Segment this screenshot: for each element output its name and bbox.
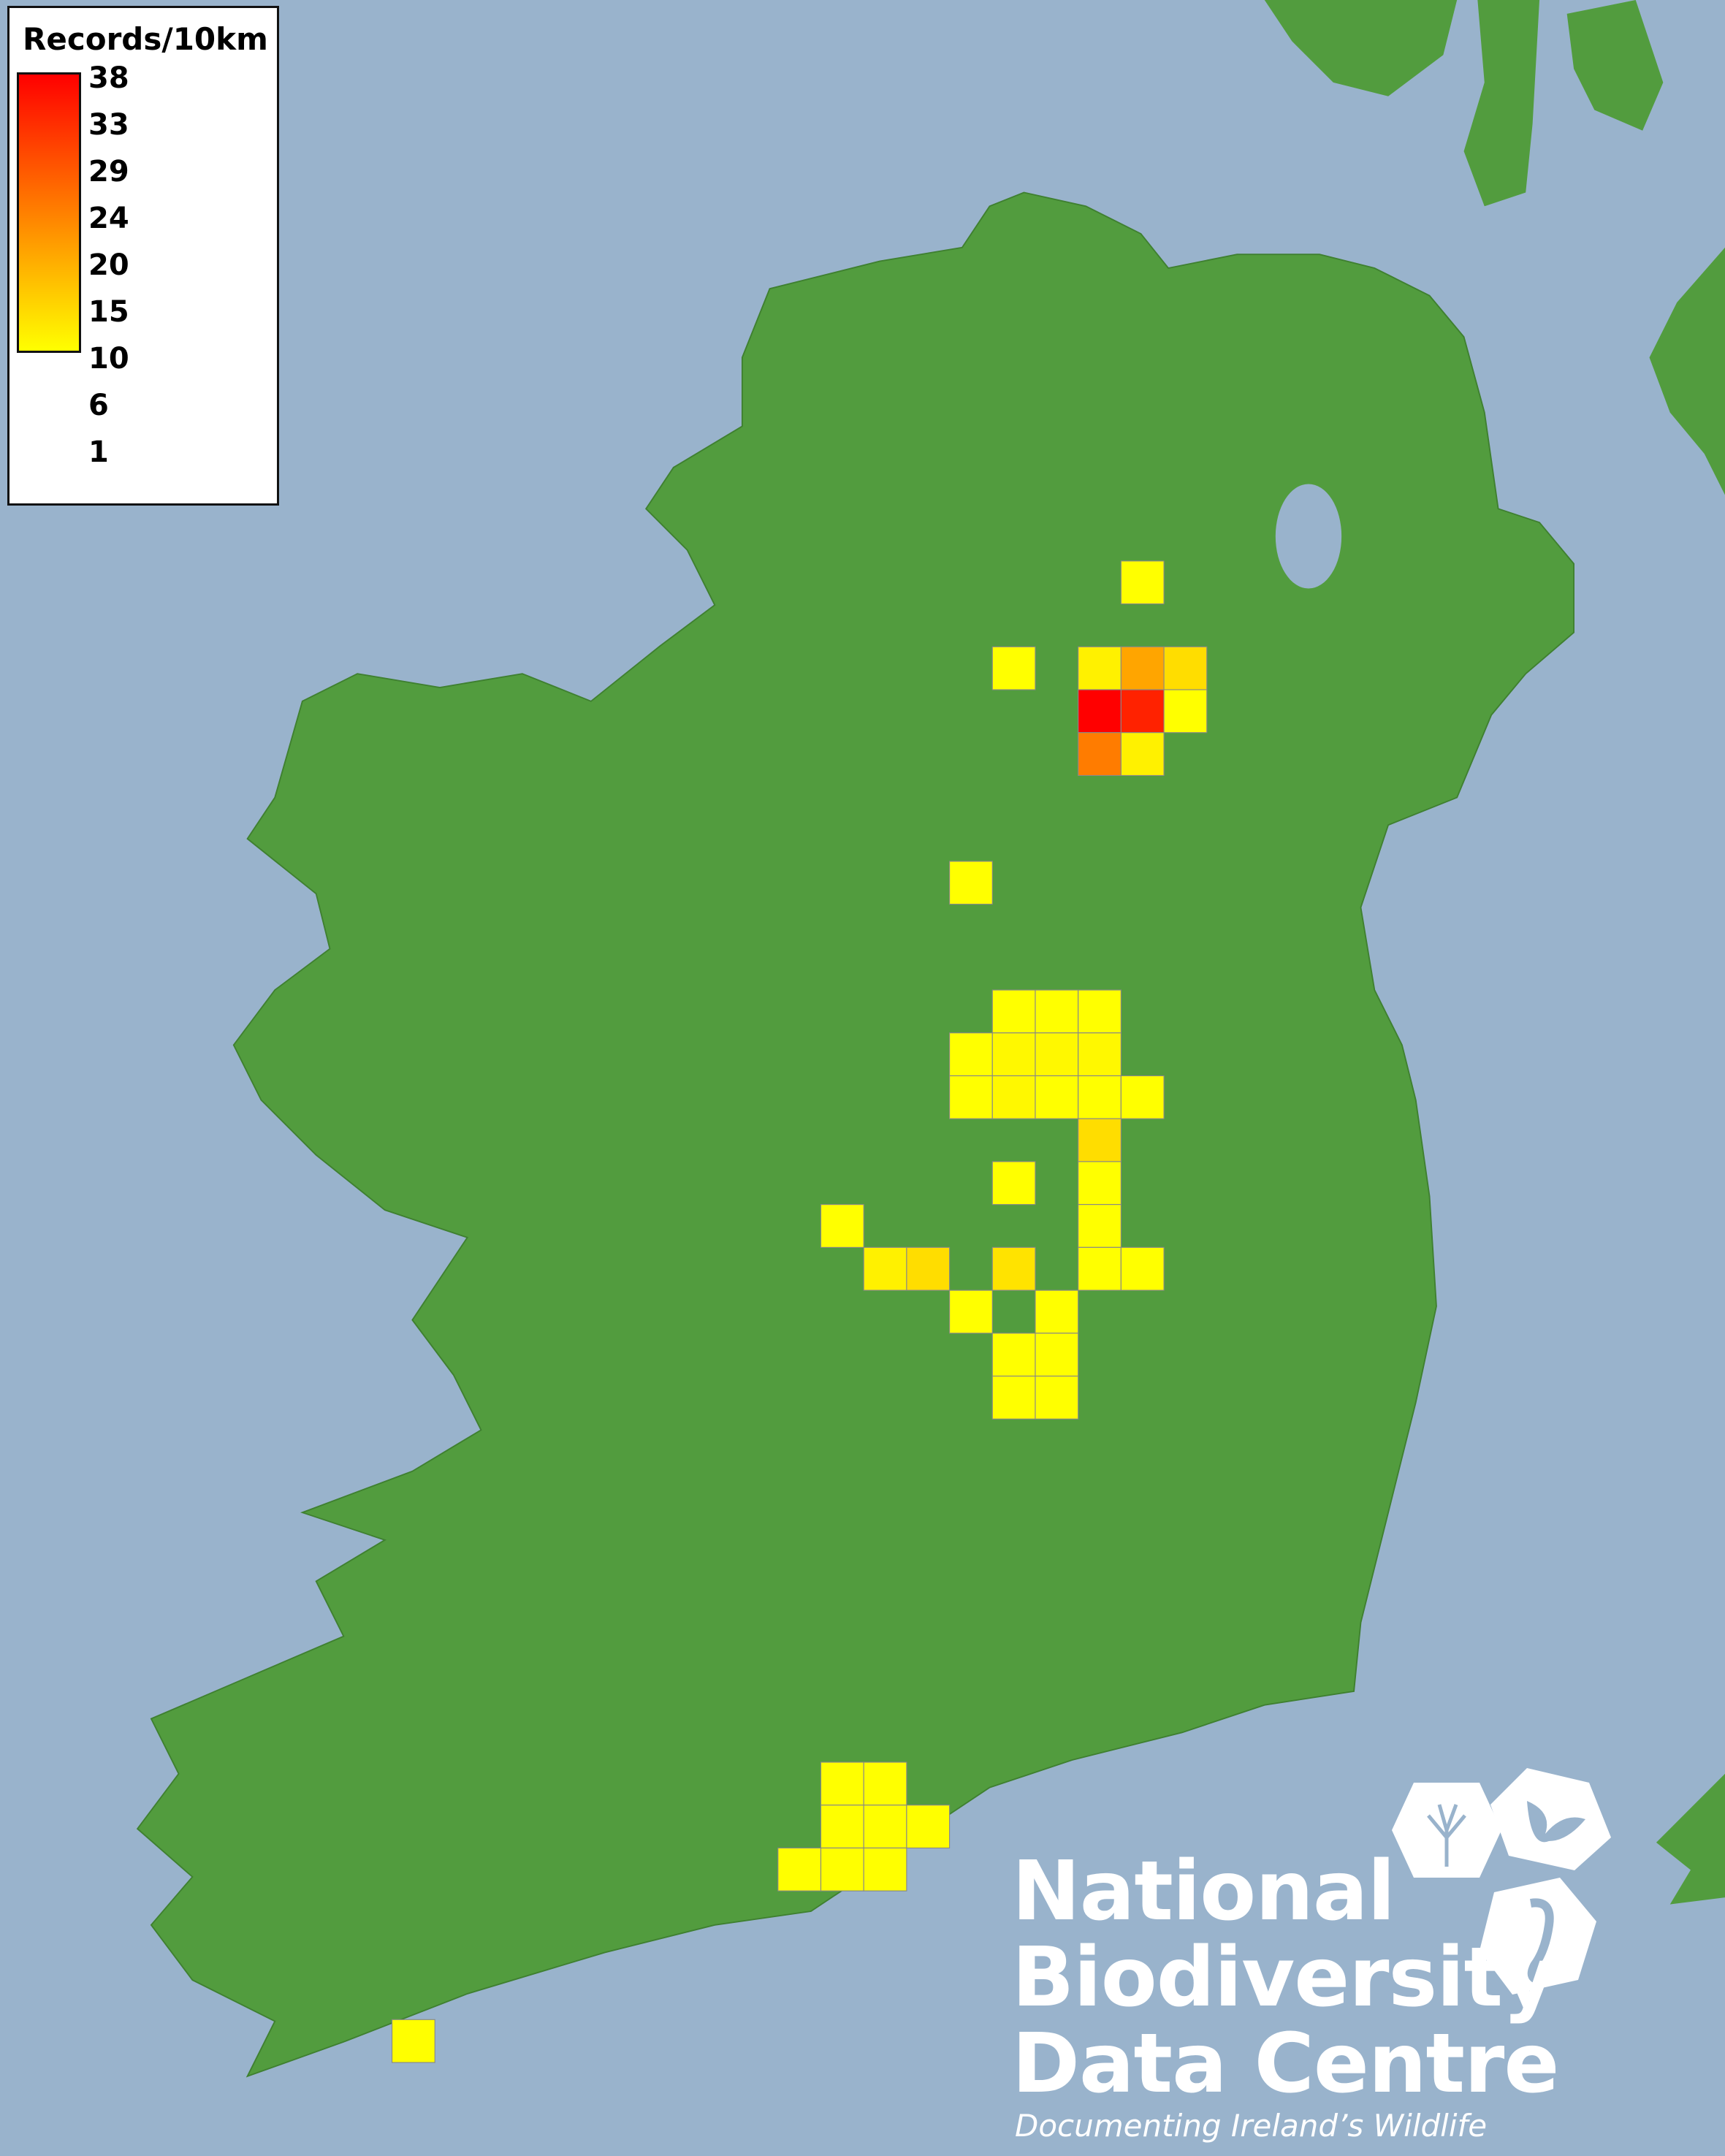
grid-cell: [1035, 1290, 1079, 1334]
wales-edge: [1656, 1773, 1725, 1905]
grid-cell: [1035, 1075, 1079, 1119]
grid-cell: [863, 1847, 907, 1892]
grid-cell: [991, 1075, 1036, 1119]
grid-cell: [949, 861, 993, 905]
grid-cell: [1035, 989, 1079, 1034]
scotland-islands: [1463, 0, 1664, 207]
grid-cell: [1035, 1375, 1079, 1420]
legend-tick: 20: [88, 248, 129, 282]
grid-cell: [820, 1204, 864, 1248]
grid-cell: [991, 1032, 1036, 1077]
grid-cell: [1078, 732, 1122, 777]
legend-tick: 33: [88, 108, 129, 142]
logo-tagline: Documenting Ireland’s Wildlife: [1015, 2108, 1488, 2144]
grid-cell: [1078, 1118, 1122, 1162]
grid-cell: [777, 1847, 822, 1892]
grid-cell: [1035, 1333, 1079, 1377]
legend-tick: 6: [88, 389, 109, 422]
grid-cell: [863, 1761, 907, 1806]
logo-hexagons: [1392, 1768, 1611, 1995]
grid-cell: [1078, 1246, 1122, 1291]
nbdc-logo: National Biodiversity Data Centre Docume…: [1012, 1768, 1633, 2148]
logo-wordmark: National Biodiversity Data Centre: [1012, 1844, 1559, 2111]
grid-cell: [906, 1246, 951, 1291]
legend-tick: 1: [88, 435, 109, 469]
landmass: [136, 0, 1725, 2078]
grid-cell: [820, 1761, 864, 1806]
grid-cell: [863, 1805, 907, 1848]
grid-cell: [991, 1246, 1036, 1291]
grid-cell: [991, 1375, 1036, 1420]
record-grid: [391, 560, 1208, 2063]
grid-cell: [991, 1161, 1036, 1205]
legend-tick: 38: [88, 61, 129, 95]
grid-cell: [949, 1075, 993, 1119]
legend-tick: 15: [88, 295, 129, 329]
grid-cell: [1078, 1161, 1122, 1205]
grid-cell: [1120, 689, 1165, 734]
legend: Records/10km 38 33 29 24 20 15 10 6 1: [7, 6, 279, 506]
grid-cell: [949, 1290, 993, 1334]
grid-cell: [1163, 646, 1208, 690]
lough-neagh: [1275, 484, 1342, 589]
scotland-landmass: [1264, 0, 1458, 96]
grid-cell: [1078, 1204, 1122, 1248]
grid-cell: [1163, 689, 1208, 734]
grid-cell: [1120, 732, 1165, 777]
seahorse-icon: [1480, 1878, 1596, 1995]
grid-cell: [820, 1805, 864, 1848]
grid-cell: [991, 989, 1036, 1034]
grid-cell: [991, 1333, 1036, 1377]
grid-cell: [1078, 646, 1122, 690]
grid-cell: [1078, 689, 1122, 734]
grid-cell: [820, 1847, 864, 1892]
grid-cell: [391, 2019, 435, 2063]
logo-line-1: National: [1012, 1844, 1395, 1939]
scotland-mainland-edge: [1649, 247, 1725, 495]
grid-cell: [1120, 560, 1165, 605]
legend-tick: 24: [88, 202, 129, 235]
ireland-landmass: [136, 191, 1575, 2078]
legend-color-ramp: [17, 72, 81, 353]
legend-title: Records/10km: [23, 21, 268, 57]
legend-tick: 29: [88, 155, 129, 188]
grid-cell: [1120, 1075, 1165, 1119]
grid-cell: [949, 1032, 993, 1077]
butterfly-icon: [1490, 1768, 1611, 1870]
grid-cell: [1078, 1032, 1122, 1077]
grid-cell: [863, 1246, 907, 1291]
legend-tick: 10: [88, 342, 129, 376]
grid-cell: [1035, 1032, 1079, 1077]
grid-cell: [1120, 1246, 1165, 1291]
grid-cell: [906, 1805, 951, 1848]
logo-line-2: Biodiversity: [1012, 1930, 1555, 2025]
grid-cell: [1120, 646, 1165, 690]
logo-line-3: Data Centre: [1012, 2016, 1559, 2111]
grid-cell: [991, 646, 1036, 690]
grid-cell: [1078, 1075, 1122, 1119]
grid-cell: [1078, 989, 1122, 1034]
